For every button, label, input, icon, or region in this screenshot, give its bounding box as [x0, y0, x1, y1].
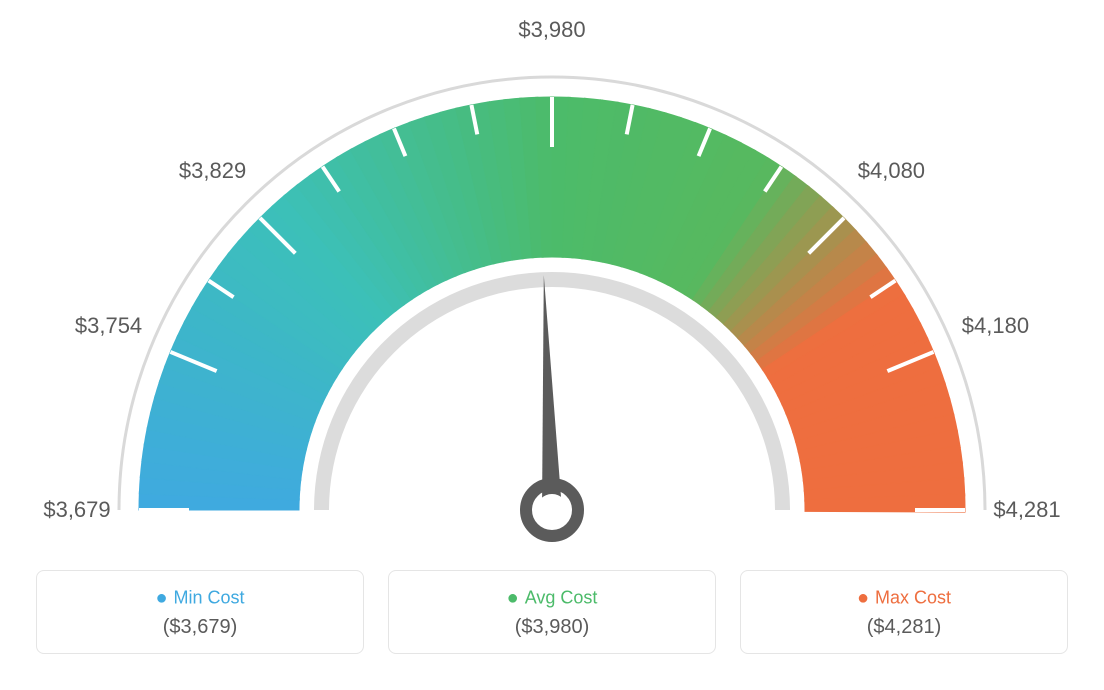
stat-card-value: ($4,281): [741, 616, 1067, 639]
stat-card-label: ● Max Cost: [741, 587, 1067, 610]
gauge-tick-label: $3,754: [75, 313, 142, 339]
dot-icon: ●: [507, 587, 519, 609]
stat-label-text: Avg Cost: [525, 587, 598, 607]
stat-card-label: ● Min Cost: [37, 587, 363, 610]
gauge-chart: $3,679 $3,754 $3,829 $3,980 $4,080 $4,180 $4,2…: [0, 0, 1104, 560]
dot-icon: ●: [155, 587, 167, 609]
gauge-tick-label: $3,679: [43, 497, 110, 523]
gauge-tick-label: $3,980: [518, 17, 585, 43]
stat-card-label: ● Avg Cost: [389, 587, 715, 610]
stat-cards: ● Min Cost ($3,679) ● Avg Cost ($3,980) ● Max C…: [0, 570, 1104, 654]
gauge-tick-label: $4,180: [962, 313, 1029, 339]
stat-card-value: ($3,980): [389, 616, 715, 639]
gauge-tick-label: $4,281: [993, 497, 1060, 523]
stat-card: ● Avg Cost ($3,980): [388, 570, 716, 654]
stat-label-text: Max Cost: [875, 587, 951, 607]
stat-label-text: Min Cost: [174, 587, 245, 607]
gauge-tick-label: $4,080: [858, 158, 925, 184]
gauge-tick-label: $3,829: [179, 158, 246, 184]
stat-card: ● Min Cost ($3,679): [36, 570, 364, 654]
gauge-svg: [0, 0, 1104, 560]
dot-icon: ●: [857, 587, 869, 609]
stat-card: ● Max Cost ($4,281): [740, 570, 1068, 654]
stat-card-value: ($3,679): [37, 616, 363, 639]
